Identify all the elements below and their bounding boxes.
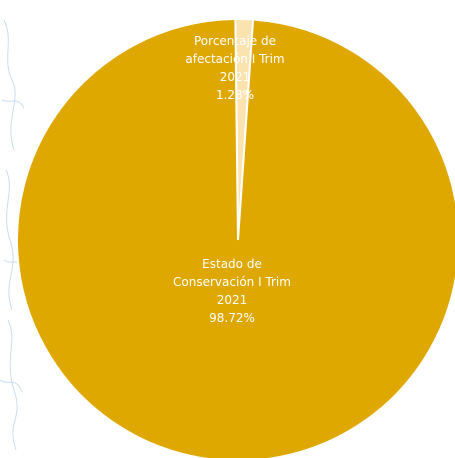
pie-labels: Porcentaje de afectación I Trim 2021 1.28% E… xyxy=(173,34,291,325)
slice-0-name-label: afectación I Trim xyxy=(185,52,284,66)
slice-0-name-label: Porcentaje de xyxy=(194,34,276,48)
slice-1-percent-label: 98.72% xyxy=(209,311,255,325)
pie-slice-1 xyxy=(16,18,455,458)
slice-0-percent-label: 1.28% xyxy=(216,88,254,102)
slice-1-name-label: Conservación I Trim xyxy=(173,275,291,289)
slice-1-name-label: Estado de xyxy=(202,257,262,271)
slice-0-name-label: 2021 xyxy=(220,70,251,84)
pie-slices xyxy=(16,18,455,458)
slice-1-name-label: 2021 xyxy=(217,293,248,307)
